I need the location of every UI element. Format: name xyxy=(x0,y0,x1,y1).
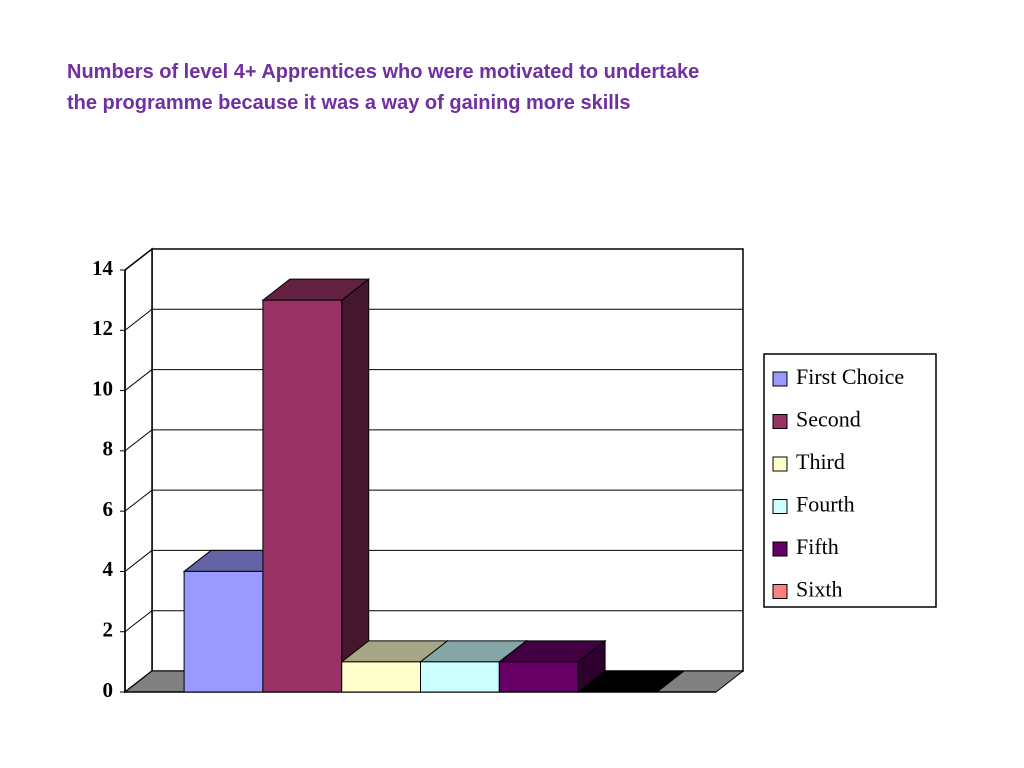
side-wall xyxy=(124,247,153,694)
legend-swatch xyxy=(772,371,788,387)
bar-top xyxy=(576,670,686,693)
grid-line xyxy=(124,429,153,452)
y-tick-label: 0 xyxy=(103,678,114,702)
bar-side xyxy=(341,278,370,694)
chart-title: the programme because it was a way of ga… xyxy=(67,92,631,114)
chart-title: Numbers of level 4+ Apprentices who were… xyxy=(67,61,699,83)
grid-line xyxy=(124,248,153,271)
y-tick-label: 4 xyxy=(103,557,114,581)
grid-line xyxy=(124,369,153,391)
legend-label: Second xyxy=(796,407,861,432)
legend-swatch xyxy=(772,456,788,472)
grid-line xyxy=(124,550,153,572)
legend-swatch xyxy=(772,499,788,514)
y-tick-label: 14 xyxy=(92,256,114,280)
legend-swatch xyxy=(772,541,788,557)
bar xyxy=(183,570,264,693)
legend-label: Fifth xyxy=(796,534,839,559)
bar xyxy=(420,661,500,693)
legend-label: First Choice xyxy=(796,364,904,389)
y-tick-label: 12 xyxy=(92,316,113,340)
bar xyxy=(498,661,579,693)
y-tick-label: 10 xyxy=(92,376,113,400)
legend-swatch xyxy=(772,414,788,429)
grid-line xyxy=(124,308,153,331)
bar xyxy=(341,661,422,693)
legend-swatch xyxy=(772,584,788,599)
y-tick-label: 8 xyxy=(103,437,114,461)
legend-label: Third xyxy=(796,449,845,474)
legend-box xyxy=(763,353,937,608)
legend-label: Sixth xyxy=(796,577,842,602)
grid-line xyxy=(124,489,153,512)
bar xyxy=(262,299,343,693)
legend-label: Fourth xyxy=(796,492,855,517)
y-tick-label: 6 xyxy=(103,497,114,521)
y-tick-label: 2 xyxy=(103,618,114,642)
grid-line xyxy=(124,610,153,633)
